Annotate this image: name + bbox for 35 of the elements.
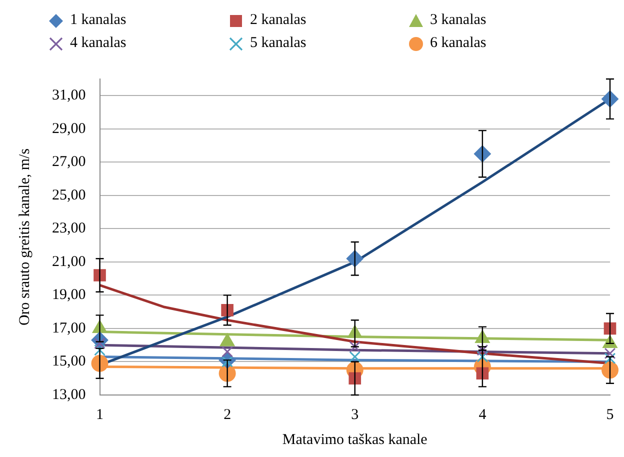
point xyxy=(476,351,488,362)
point xyxy=(349,341,361,352)
y-tick-label: 17,00 xyxy=(52,320,86,336)
legend-label: 4 kanalas xyxy=(70,35,126,52)
point xyxy=(604,348,616,360)
point xyxy=(94,269,106,282)
x-tick-label: 4 xyxy=(478,406,487,423)
point xyxy=(476,367,489,380)
y-tick-label: 31,00 xyxy=(52,88,86,104)
y-tick-label: 13,00 xyxy=(52,386,86,403)
point xyxy=(94,344,106,356)
legend-label: 1 kanalas xyxy=(70,12,126,29)
point xyxy=(476,344,488,356)
legend-label: 5 kanalas xyxy=(250,35,306,52)
x-tick-label: 2 xyxy=(224,406,232,423)
legend-label: 6 kanalas xyxy=(430,35,486,52)
y-tick-label: 15,00 xyxy=(52,354,86,370)
legend-label: 3 kanalas xyxy=(430,12,486,29)
point xyxy=(349,351,361,362)
legend-label: 2 kanalas xyxy=(250,12,306,29)
point xyxy=(348,372,362,385)
x-tick-label: 3 xyxy=(351,406,359,423)
x-axis-title: Matavimo taškas kanale xyxy=(282,432,428,448)
y-tick-label: 25,00 xyxy=(52,187,86,204)
y-axis-title: Oro srauto greitis kanale, m/s xyxy=(16,148,33,326)
x-tick-label: 1 xyxy=(96,406,104,423)
y-tick-label: 27,00 xyxy=(52,154,86,170)
y-tick-label: 19,00 xyxy=(52,287,86,304)
x-tick-label: 5 xyxy=(606,406,614,423)
point xyxy=(602,362,618,379)
y-tick-label: 21,00 xyxy=(52,254,86,270)
point xyxy=(604,352,616,364)
y-tick-label: 29,00 xyxy=(52,120,86,137)
point xyxy=(222,346,234,358)
y-tick-label: 23,00 xyxy=(52,220,86,237)
